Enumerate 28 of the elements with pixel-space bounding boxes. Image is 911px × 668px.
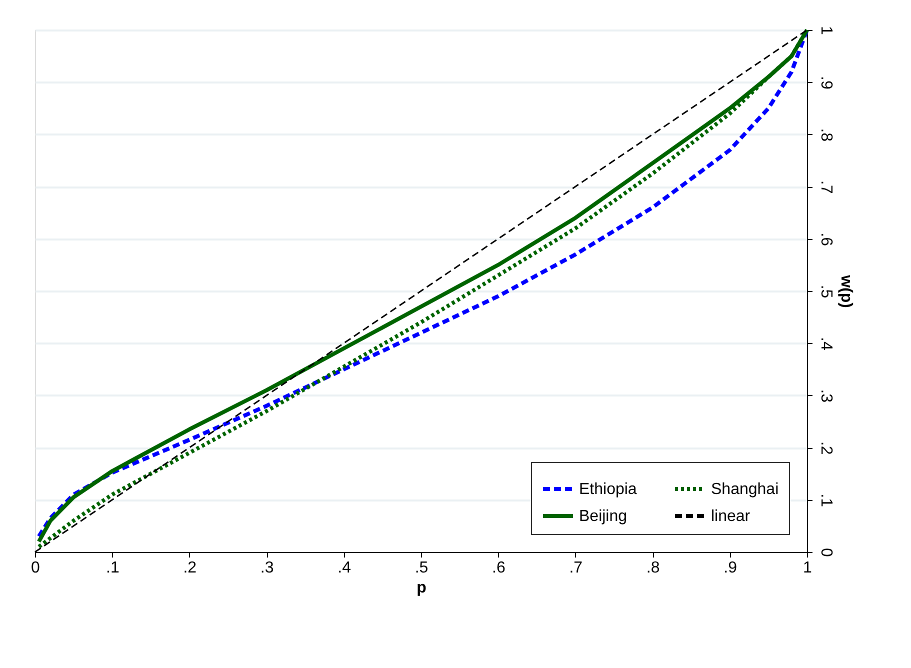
y-tick-label: .3 — [818, 389, 834, 403]
y-tick-label: .1 — [818, 494, 834, 508]
y-axis-title: w(p) — [838, 274, 854, 308]
x-tick-label: .3 — [260, 560, 274, 576]
x-tick-label: 1 — [803, 560, 812, 576]
legend-label: Beijing — [579, 508, 628, 525]
y-tick-label: .7 — [818, 180, 834, 194]
y-tick-label: .2 — [818, 441, 834, 455]
y-tick-label: .5 — [818, 284, 834, 298]
legend-label: Ethiopia — [579, 481, 637, 498]
y-tick-label: .8 — [818, 128, 834, 142]
x-tick-label: .5 — [414, 560, 428, 576]
x-tick-label: .4 — [338, 560, 352, 576]
x-tick-label: 0 — [31, 560, 40, 576]
y-tick-label: .6 — [818, 232, 834, 246]
x-tick-label: .2 — [183, 560, 197, 576]
y-tick-label: .9 — [818, 76, 834, 90]
x-tick-label: .9 — [724, 560, 738, 576]
y-tick-label: 1 — [818, 26, 834, 36]
x-tick-label: .7 — [569, 560, 583, 576]
x-axis-title: p — [416, 580, 427, 596]
x-tick-label: .1 — [106, 560, 120, 576]
legend-label: linear — [711, 508, 751, 525]
y-tick-label: .4 — [818, 337, 834, 350]
x-tick-label: .8 — [646, 560, 660, 576]
x-tick-label: .6 — [492, 560, 506, 576]
legend-label: Shanghai — [711, 481, 779, 498]
y-tick-label: 0 — [818, 548, 834, 558]
